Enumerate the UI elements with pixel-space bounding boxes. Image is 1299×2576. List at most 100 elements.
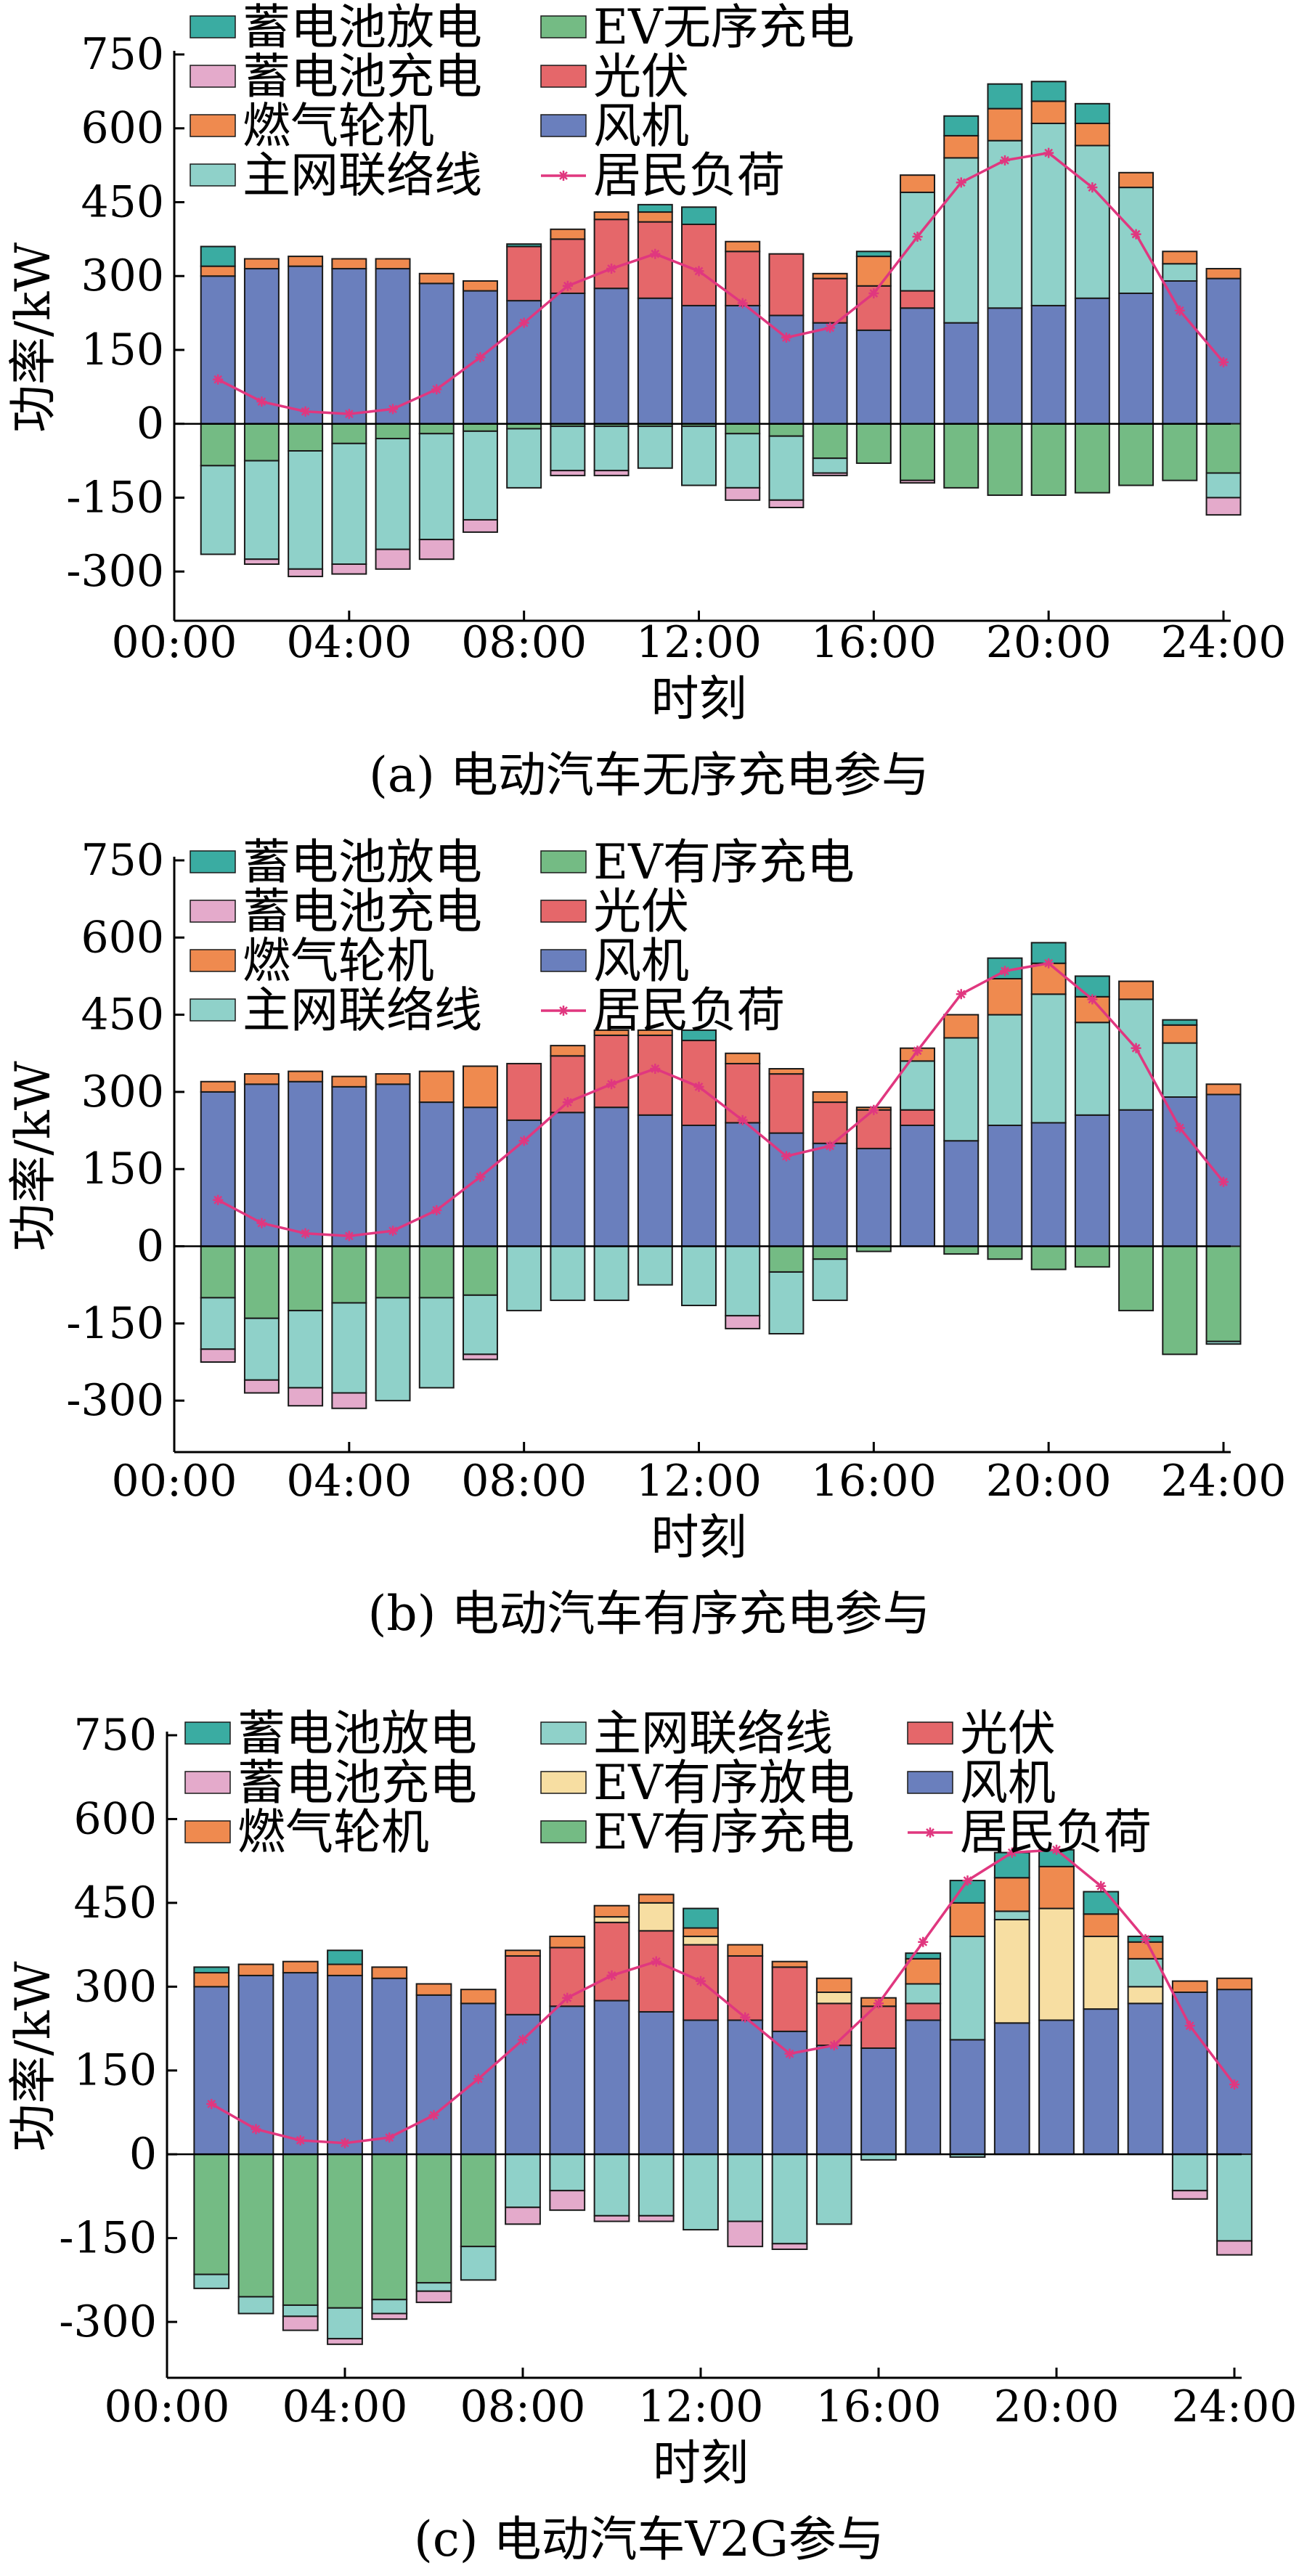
bar-segment: [1127, 1941, 1164, 1960]
y-tick-label: 300: [81, 1067, 164, 1117]
load-point: [912, 1046, 923, 1056]
legend-swatch: [540, 114, 587, 137]
bar-segment: [768, 253, 805, 317]
bar-segment: [331, 442, 367, 566]
bar-segment: [637, 425, 673, 469]
bar-segment: [288, 568, 324, 577]
load-line-path: [217, 961, 1225, 1238]
bar-segment: [905, 1983, 942, 2005]
load-point: [874, 1998, 884, 2009]
x-tick-label: 24:00: [1161, 617, 1287, 668]
legend-label: 主网联络线: [243, 982, 482, 1038]
bar-segment: [638, 2153, 675, 2217]
legend-swatch: [190, 114, 236, 137]
y-tick-label: 600: [73, 1793, 157, 1844]
bar-segment: [375, 1083, 411, 1247]
legend-swatch: [190, 850, 236, 873]
load-point: [388, 1226, 399, 1236]
bar-segment: [549, 2005, 586, 2156]
bar-segment: [768, 423, 805, 437]
bar-segment: [282, 1960, 319, 1974]
bar-segment: [415, 1983, 452, 1996]
bar-segment: [550, 228, 586, 240]
legend-item: 蓄电池放电: [184, 1705, 477, 1761]
legend-item: 主网联络线: [540, 1705, 833, 1761]
bar-segment: [506, 1062, 542, 1121]
bar-segment: [593, 425, 630, 472]
load-point: [868, 1104, 879, 1115]
bar-segment: [905, 2002, 942, 2021]
load-line-path: [217, 151, 1225, 415]
bar-segment: [550, 470, 586, 476]
legend-label: 蓄电池充电: [243, 49, 482, 105]
legend-swatch: [907, 1721, 953, 1745]
bar-segment: [593, 1916, 630, 1923]
load-point: [431, 1205, 442, 1215]
bar-segment: [1205, 1340, 1242, 1345]
bar-segment: [1074, 423, 1110, 494]
x-tick-label: 04:00: [282, 2381, 408, 2432]
bar-segment: [415, 1994, 452, 2156]
y-tick-label: 600: [81, 912, 164, 963]
bar-segment: [506, 428, 542, 489]
bar-segment: [200, 1080, 236, 1093]
bar-segment: [193, 1986, 230, 2156]
legend-item: 居民负荷: [541, 982, 785, 1038]
bar-segment: [900, 423, 936, 481]
legend-label: 蓄电池放电: [237, 1705, 477, 1761]
bar-segment: [550, 1245, 586, 1301]
legend-swatch: [540, 949, 587, 972]
bar-segment: [943, 322, 980, 425]
bar-segment: [987, 83, 1023, 110]
load-point: [1087, 182, 1098, 193]
bar-segment: [331, 258, 367, 270]
load-point: [781, 1151, 791, 1162]
bar-segment: [987, 107, 1023, 142]
x-tick-label: 16:00: [816, 2381, 942, 2432]
bar-segment: [243, 1317, 280, 1381]
bar-segment: [1074, 975, 1110, 998]
bar-segment: [550, 1045, 586, 1057]
legend-label: 燃气轮机: [237, 1804, 429, 1860]
y-tick-label: 0: [137, 399, 164, 449]
y-tick-label: 300: [81, 250, 164, 301]
legend-label: 居民负荷: [960, 1804, 1152, 1860]
bar-segment: [593, 1921, 630, 2002]
bar-segment: [1030, 423, 1067, 497]
y-tick-label: -150: [66, 1298, 164, 1349]
legend-swatch: [190, 163, 236, 187]
legend-swatch: [540, 1771, 587, 1794]
load-point: [956, 989, 966, 1000]
bar-segment: [993, 1910, 1030, 1920]
bar-segment: [549, 2190, 586, 2212]
legend-item: EV有序充电: [540, 1804, 855, 1860]
load-point: [781, 333, 791, 343]
load-point: [606, 1970, 617, 1981]
bar-segment: [200, 275, 236, 425]
bar-segment: [200, 423, 236, 467]
y-tick-label: 300: [73, 1961, 157, 2012]
bar-segment: [593, 1034, 630, 1109]
bar-segment: [771, 2243, 808, 2251]
bar-segment: [243, 558, 280, 566]
bar-segment: [506, 243, 542, 248]
legend-swatch: [540, 900, 587, 923]
bar-segment: [418, 433, 455, 541]
bar-segment: [1118, 171, 1155, 189]
bar-segment: [418, 1297, 455, 1389]
bar-segment: [331, 1085, 367, 1247]
load-point: [1229, 2079, 1239, 2090]
y-tick-label: 150: [81, 325, 164, 375]
load-line: [206, 1844, 1239, 2148]
bar-segment: [1162, 280, 1198, 425]
load-point: [740, 2012, 751, 2023]
load-point: [562, 1097, 573, 1108]
bar-segment: [993, 2022, 1030, 2156]
bar-segment: [462, 518, 498, 533]
bar-segment: [681, 304, 717, 425]
x-tick-label: 04:00: [286, 617, 412, 668]
load-point: [300, 1228, 311, 1239]
bar-segment: [725, 1315, 761, 1329]
bar-segment: [638, 1894, 675, 1904]
